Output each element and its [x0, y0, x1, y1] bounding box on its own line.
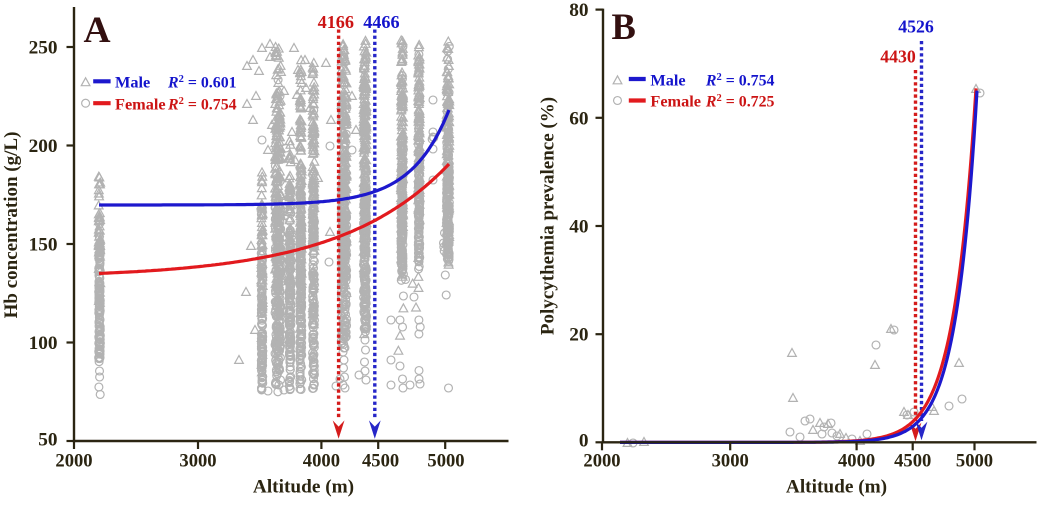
svg-text:Altitude (m): Altitude (m): [253, 477, 354, 498]
svg-text:Male: Male: [650, 70, 685, 89]
svg-text:4000: 4000: [838, 451, 875, 472]
svg-text:3000: 3000: [712, 451, 749, 472]
svg-text:5000: 5000: [427, 451, 464, 472]
svg-text:3000: 3000: [179, 451, 216, 472]
svg-text:Altitude (m): Altitude (m): [786, 477, 887, 498]
svg-text:4500: 4500: [894, 451, 931, 472]
svg-text:0: 0: [579, 431, 589, 452]
svg-text:4500: 4500: [362, 451, 399, 472]
svg-text:4000: 4000: [303, 451, 340, 472]
svg-text:R2 = 0.754: R2 = 0.754: [705, 72, 775, 90]
svg-text:Polycythemia prevalence (%): Polycythemia prevalence (%): [538, 97, 559, 335]
svg-text:50: 50: [38, 429, 57, 450]
svg-text:5000: 5000: [956, 451, 993, 472]
svg-text:R2 = 0.725: R2 = 0.725: [705, 93, 775, 111]
svg-text:4430: 4430: [880, 47, 916, 67]
svg-text:4526: 4526: [898, 17, 934, 37]
svg-text:100: 100: [29, 333, 58, 354]
svg-text:Male: Male: [115, 72, 150, 91]
svg-text:4466: 4466: [363, 12, 399, 32]
svg-text:40: 40: [569, 217, 588, 238]
svg-text:4166: 4166: [318, 12, 354, 32]
svg-text:Female: Female: [650, 92, 701, 111]
svg-text:150: 150: [29, 235, 58, 256]
svg-text:80: 80: [569, 0, 588, 21]
svg-text:A: A: [84, 10, 111, 51]
svg-text:2000: 2000: [55, 451, 92, 472]
svg-text:20: 20: [569, 325, 588, 346]
svg-text:250: 250: [29, 38, 58, 59]
svg-text:200: 200: [29, 136, 58, 157]
svg-text:Hb concentration (g/L): Hb concentration (g/L): [1, 132, 22, 319]
svg-text:R2 = 0.601: R2 = 0.601: [167, 74, 237, 92]
svg-text:Female: Female: [115, 94, 166, 113]
svg-text:B: B: [612, 6, 636, 47]
svg-text:2000: 2000: [583, 451, 620, 472]
svg-text:60: 60: [569, 108, 588, 129]
svg-text:R2 = 0.754: R2 = 0.754: [167, 96, 237, 114]
